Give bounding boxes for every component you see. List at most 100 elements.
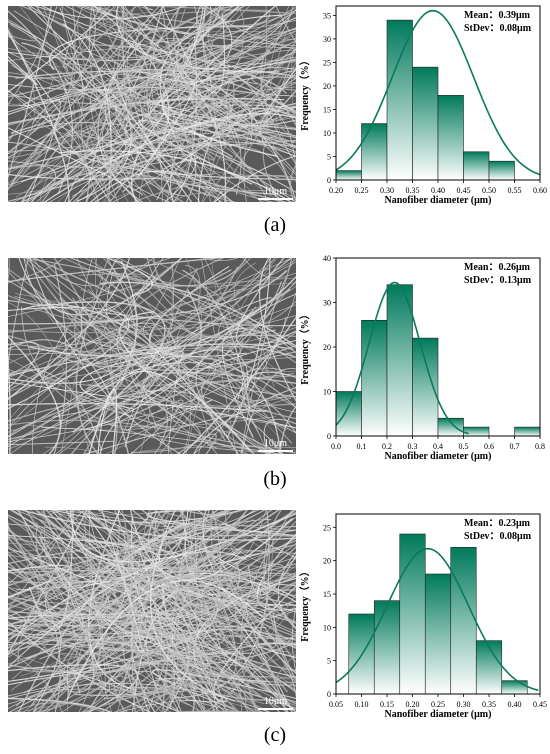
y-tick-label: 25 <box>323 523 331 532</box>
sem-fibers-c <box>8 510 296 712</box>
y-tick-label: 30 <box>323 35 331 44</box>
sem-fibers-a <box>8 6 296 202</box>
histogram-bar <box>488 160 515 181</box>
scale-bar-c: 10μm <box>258 696 293 710</box>
y-tick-label: 20 <box>323 82 331 91</box>
histogram-bar <box>361 123 388 181</box>
y-tick-label: 30 <box>323 299 331 308</box>
histogram-bar <box>450 547 477 695</box>
y-tick-label: 5 <box>327 657 331 666</box>
histogram-bar <box>373 600 401 695</box>
x-tick-label: 0.25 <box>355 186 369 195</box>
scale-bar-line-a <box>258 198 293 200</box>
x-tick-label: 0.50 <box>482 186 496 195</box>
histogram-bar <box>501 680 528 695</box>
x-tick-label: 0.45 <box>457 186 471 195</box>
histogram-bar <box>437 95 464 181</box>
histogram-bar <box>463 151 490 181</box>
mean-annotation: Mean：0.39μm <box>464 10 531 21</box>
histogram-bar <box>424 573 452 695</box>
x-tick-label: 0.8 <box>535 442 545 451</box>
scale-bar-line-b <box>258 450 293 452</box>
stdev-annotation: StDev：0.08μm <box>464 23 532 34</box>
panel-label-a: (a) <box>263 214 287 236</box>
x-tick-label: 0.30 <box>457 700 471 709</box>
x-tick-label: 0.3 <box>408 442 418 451</box>
x-tick-label: 0.7 <box>510 442 520 451</box>
histogram-b: 0.0 0.1 0.2 0.3 0.4 0.5 0.6 0.7 0.8 0 10 20 30 40 Nano… <box>298 254 545 462</box>
y-tick-label: 0 <box>327 690 331 699</box>
x-tick-label: 0.0 <box>331 442 341 451</box>
y-tick-label: 10 <box>323 388 331 397</box>
sem-image-b: 10μm <box>8 258 296 454</box>
histogram-bar <box>335 391 362 437</box>
histogram-c: 0.05 0.10 0.15 0.20 0.25 0.30 0.35 0.40 0.45 0 5 10… <box>298 513 547 720</box>
panel-a: 10μm 0.20 0.25 0.30 0.35 0.40 0.45 0.50 0.55 0.6… <box>0 0 550 245</box>
y-tick-label: 5 <box>327 152 331 161</box>
histogram-bar <box>399 533 426 695</box>
y-tick-label: 0 <box>327 176 331 185</box>
x-tick-label: 0.55 <box>508 186 522 195</box>
sem-image-c: 10μm <box>8 510 296 712</box>
y-tick-label: 20 <box>323 343 331 352</box>
y-axis-label: Frequency（%） <box>298 566 311 641</box>
x-tick-label: 0.30 <box>380 186 394 195</box>
fit-curve <box>335 281 469 435</box>
y-tick-label: 25 <box>323 58 331 67</box>
y-tick-label: 10 <box>323 129 331 138</box>
scale-bar-a: 10μm <box>258 186 293 200</box>
x-tick-label: 0.10 <box>355 700 369 709</box>
y-tick-label: 10 <box>323 623 331 632</box>
panel-c: 10μm 0.05 0.10 0.15 0.20 0.25 0.30 0.35 0.40 0.4… <box>0 504 550 754</box>
x-tick-label: 0.20 <box>329 186 343 195</box>
sem-image-a: 10μm <box>8 6 296 202</box>
y-tick-label: 0 <box>327 432 331 441</box>
x-axis-label: Nanofiber diameter (μm) <box>385 195 492 206</box>
x-axis-label: Nanofiber diameter (μm) <box>385 709 492 720</box>
panel-label-b: (b) <box>263 468 287 490</box>
y-tick-label: 35 <box>323 11 331 20</box>
histogram-bar <box>412 337 439 437</box>
histogram-bar <box>514 426 541 437</box>
x-tick-label: 0.35 <box>482 700 496 709</box>
stdev-annotation: StDev：0.08μm <box>464 531 532 542</box>
scale-bar-line-c <box>258 708 293 710</box>
panel-b: 10μm 0.0 0.1 0.2 0.3 0.4 0.5 0.6 0.7 0.8 0 10 20 30 4… <box>0 252 550 497</box>
x-tick-label: 0.25 <box>431 700 445 709</box>
y-tick-label: 15 <box>323 105 331 114</box>
x-tick-label: 0.05 <box>329 700 343 709</box>
x-tick-label: 0.1 <box>357 442 367 451</box>
panel-label-c: (c) <box>263 724 287 746</box>
y-tick-label: 20 <box>323 557 331 566</box>
scale-bar-label-a: 10μm <box>263 186 288 197</box>
scale-bar-label-c: 10μm <box>263 696 288 707</box>
stdev-annotation: StDev：0.13μm <box>464 275 532 286</box>
fit-curve <box>335 9 541 176</box>
histogram-bar <box>412 66 439 181</box>
histogram-bar <box>361 320 388 437</box>
sem-fibers-b <box>8 258 296 454</box>
x-tick-label: 0.40 <box>431 186 445 195</box>
histogram-bar <box>437 417 464 437</box>
histogram-bar <box>475 640 503 695</box>
y-axis-label: Frequency（%） <box>298 309 311 384</box>
histogram-bar <box>463 426 490 437</box>
histogram-a: 0.20 0.25 0.30 0.35 0.40 0.45 0.50 0.55 0.60 0 5 10… <box>298 5 547 206</box>
histogram-bar <box>386 19 413 181</box>
x-tick-label: 0.20 <box>406 700 420 709</box>
mean-annotation: Mean：0.23μm <box>464 518 531 529</box>
histogram-bar <box>386 284 413 437</box>
scale-bar-b: 10μm <box>258 438 293 452</box>
x-tick-label: 0.40 <box>508 700 522 709</box>
mean-annotation: Mean：0.26μm <box>464 262 531 273</box>
x-tick-label: 0.60 <box>533 186 547 195</box>
x-tick-label: 0.15 <box>380 700 394 709</box>
y-tick-label: 40 <box>323 254 331 263</box>
fit-curve <box>335 547 539 692</box>
scale-bar-label-b: 10μm <box>263 438 288 449</box>
y-tick-label: 15 <box>323 590 331 599</box>
x-tick-label: 0.2 <box>382 442 392 451</box>
x-axis-label: Nanofiber diameter (μm) <box>385 451 492 462</box>
x-tick-label: 0.4 <box>433 442 443 451</box>
x-tick-label: 0.45 <box>533 700 547 709</box>
